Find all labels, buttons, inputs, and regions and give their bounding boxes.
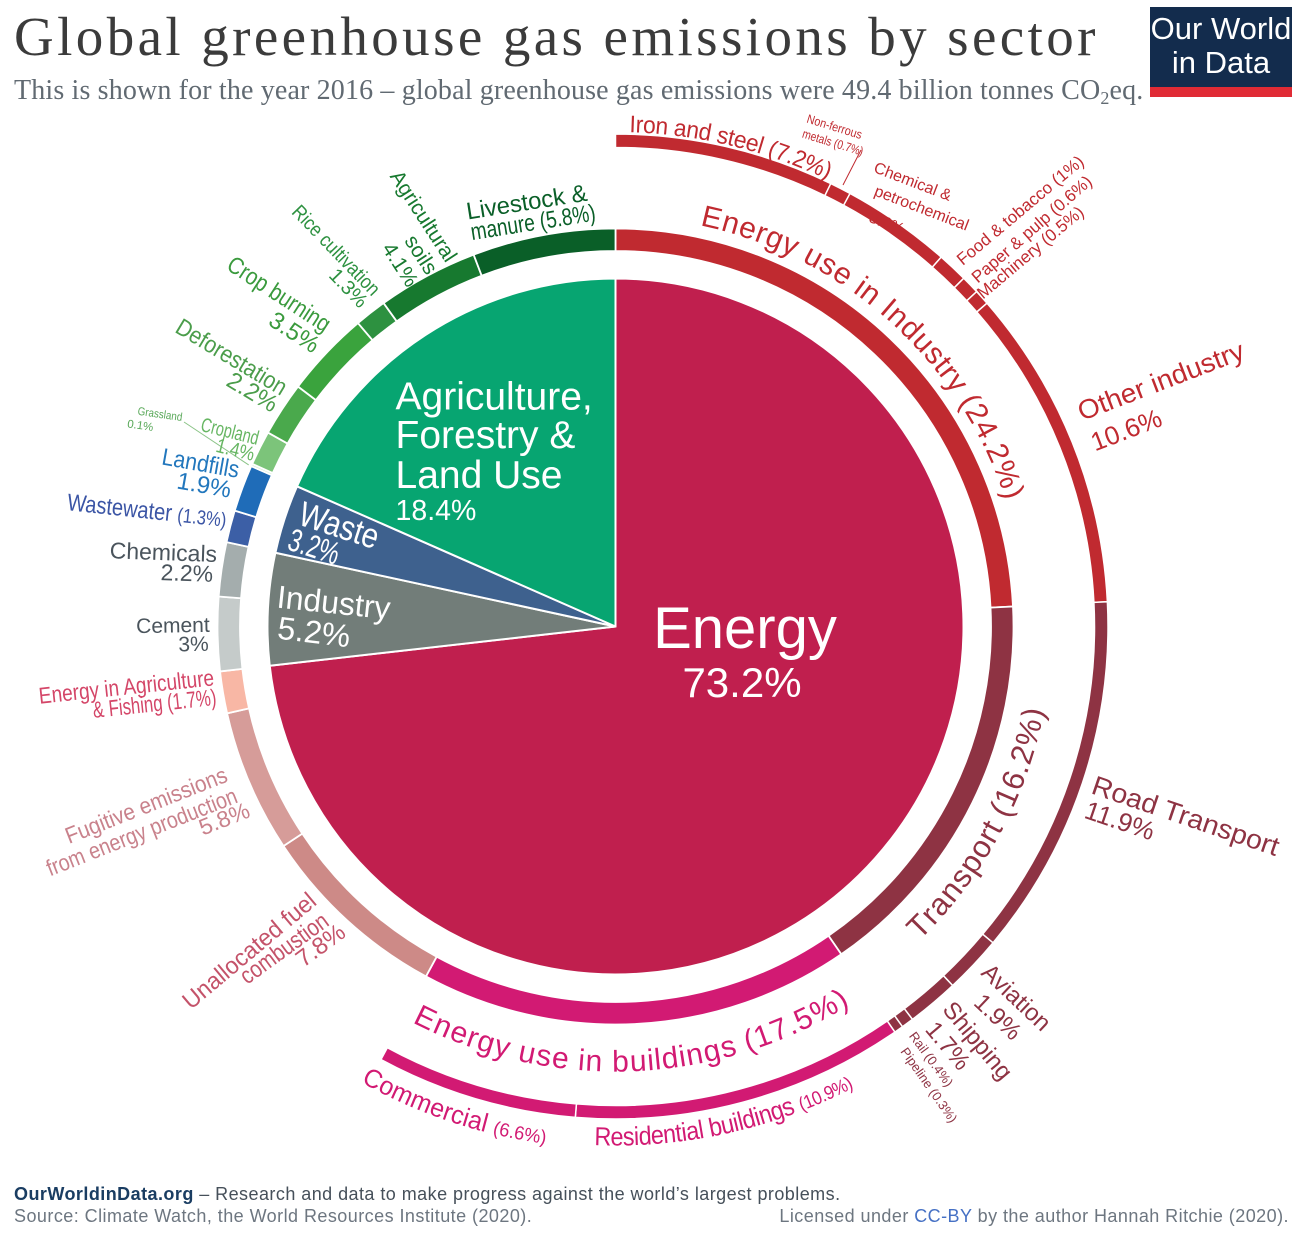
svg-text:l: l (696, 1116, 706, 1145)
svg-text:t: t (674, 1119, 684, 1148)
svg-text:e: e (610, 1123, 623, 1151)
svg-text:Cement: Cement (136, 614, 210, 638)
svg-text:0.1%: 0.1% (126, 418, 154, 434)
svg-text:Land Use: Land Use (396, 454, 563, 497)
svg-text:2.2%: 2.2% (160, 559, 213, 587)
svg-text:i: i (633, 1123, 639, 1152)
svg-text:6: 6 (497, 1118, 512, 1141)
svg-text:u: u (718, 1110, 737, 1141)
svg-text:e: e (550, 1041, 571, 1076)
svg-text:R: R (594, 1123, 612, 1152)
svg-text:d: d (697, 118, 714, 146)
svg-text:l: l (653, 1043, 663, 1076)
svg-text:73.2%: 73.2% (682, 659, 801, 706)
svg-text:e: e (650, 1121, 665, 1150)
svg-text:i: i (676, 1040, 688, 1074)
svg-text:i: i (680, 1119, 689, 1148)
svg-text:i: i (646, 1044, 655, 1077)
svg-text:o: o (642, 111, 656, 138)
svg-text:.: . (507, 1120, 516, 1142)
svg-text:3%: 3% (178, 633, 209, 657)
svg-text:a: a (673, 114, 690, 142)
svg-text:Other industry: Other industry (1073, 335, 1249, 426)
svg-text:a: a (684, 1117, 701, 1147)
svg-text:Forestry &: Forestry & (396, 414, 576, 457)
svg-text:): ) (539, 1126, 548, 1148)
svg-text:6: 6 (512, 1121, 526, 1144)
svg-text:n: n (585, 1045, 603, 1079)
svg-text:l: l (735, 1108, 747, 1137)
svg-text:(: ( (491, 1117, 503, 1139)
svg-text:n: n (683, 1037, 705, 1072)
svg-text:u: u (516, 1035, 539, 1071)
svg-text:u: u (629, 1045, 647, 1079)
svg-text:n: n (654, 112, 669, 140)
svg-text:s: s (534, 1039, 554, 1074)
svg-text:3.6%: 3.6% (867, 209, 907, 238)
svg-text:i: i (730, 1109, 742, 1138)
svg-text:i: i (577, 1044, 586, 1077)
svg-text:Agriculture,: Agriculture, (396, 376, 593, 419)
svg-text:Chemicals: Chemicals (109, 537, 217, 567)
svg-text:n: n (685, 116, 702, 144)
svg-text:d: d (660, 1041, 681, 1076)
svg-text:s: s (714, 121, 731, 149)
svg-text:%: % (523, 1123, 542, 1147)
svg-text:r: r (635, 111, 644, 138)
svg-text:b: b (612, 1045, 629, 1078)
svg-text:g: g (700, 1033, 724, 1069)
svg-text:s: s (622, 1123, 634, 1152)
svg-text:Energy: Energy (653, 596, 837, 661)
svg-text:n: n (662, 1120, 678, 1150)
svg-text:18.4%: 18.4% (396, 495, 477, 527)
svg-text:b: b (706, 1113, 724, 1143)
svg-text:n: n (854, 275, 887, 311)
svg-text:I: I (629, 111, 636, 138)
svg-text:d: d (638, 1122, 653, 1151)
svg-text:5.2%: 5.2% (276, 610, 353, 655)
